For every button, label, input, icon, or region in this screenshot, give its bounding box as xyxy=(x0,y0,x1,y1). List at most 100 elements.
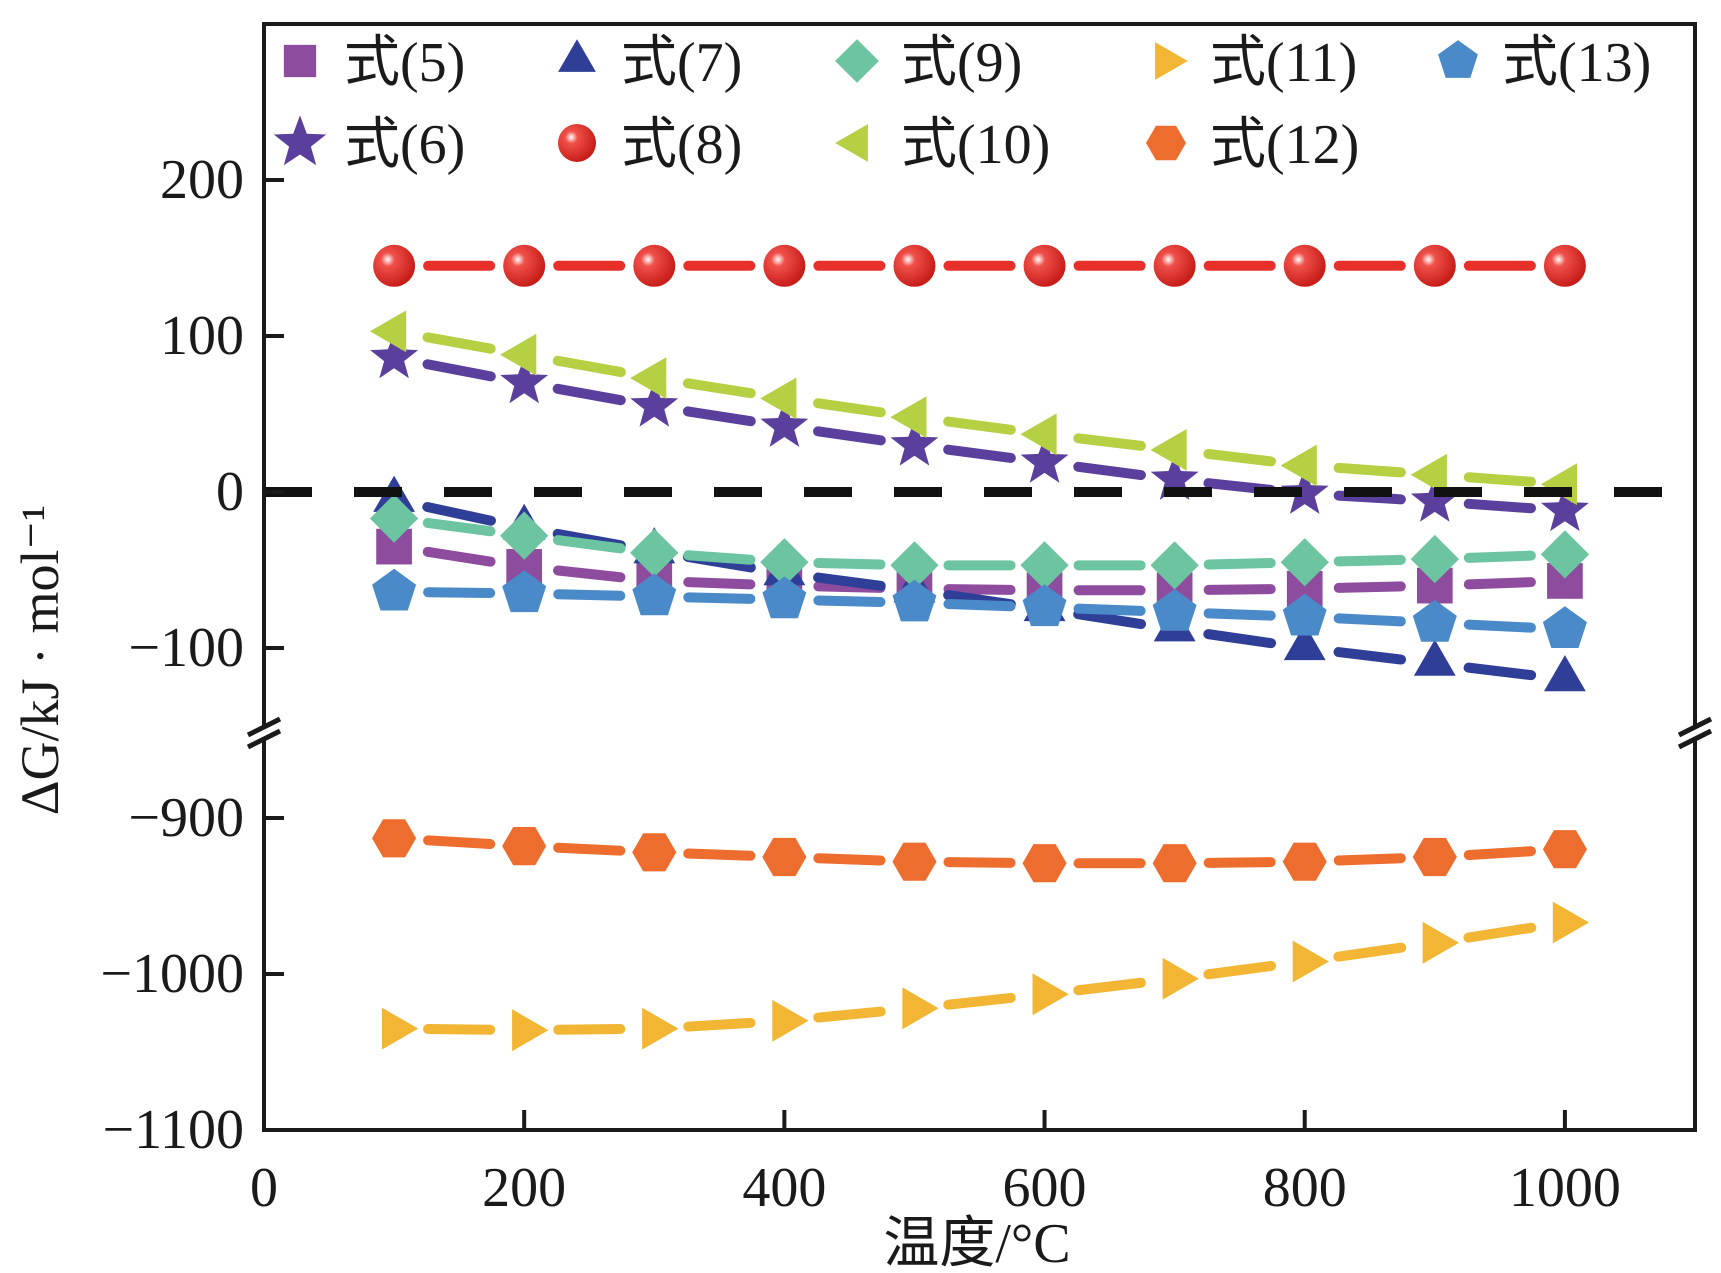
marker-star xyxy=(370,332,419,379)
marker-triangle-left xyxy=(1280,444,1317,487)
series-line-segment xyxy=(813,398,886,418)
marker-diamond xyxy=(1280,538,1329,587)
marker-triangle-right xyxy=(902,987,939,1030)
marker-pentagon xyxy=(502,570,547,613)
series-line-segment xyxy=(1203,584,1276,595)
marker-triangle-right xyxy=(382,1007,419,1050)
legend-label: 式(6) xyxy=(344,114,465,176)
marker-diamond xyxy=(1410,534,1459,584)
marker-star xyxy=(1540,485,1589,532)
series-line-segment xyxy=(1073,977,1146,996)
marker-triangle-left xyxy=(760,377,797,420)
series-line-segment xyxy=(943,584,1016,595)
y-tick-label: −1000 xyxy=(100,943,244,1005)
series-line-segment xyxy=(422,546,496,567)
series-line-segment xyxy=(813,1006,886,1023)
marker-triangle-right xyxy=(772,999,809,1042)
series-line-segment xyxy=(683,550,756,565)
marker-diamond xyxy=(369,494,419,543)
marker-triangle-up xyxy=(1413,639,1456,676)
marker-pentagon xyxy=(892,579,937,622)
marker-pentagon xyxy=(1152,589,1197,631)
marker-triangle-up xyxy=(558,39,596,72)
marker-triangle-up xyxy=(1544,655,1586,692)
legend-item-式(10): 式(10) xyxy=(835,114,1050,176)
series-line-segment xyxy=(1073,603,1146,616)
series-line-segment xyxy=(1463,846,1536,860)
series-line-segment xyxy=(1463,577,1536,590)
marker-pentagon xyxy=(1438,40,1478,78)
series-line-segment xyxy=(423,835,496,850)
legend-label: 式(12) xyxy=(1210,114,1359,176)
legend-label: 式(8) xyxy=(621,114,742,176)
marker-pentagon xyxy=(762,576,807,619)
marker-sphere xyxy=(1153,244,1196,287)
marker-hexagon xyxy=(1152,844,1197,883)
marker-hexagon xyxy=(632,833,677,872)
marker-square xyxy=(283,44,317,78)
marker-hexagon xyxy=(502,827,547,866)
series-式(9) xyxy=(369,494,1590,590)
marker-sphere xyxy=(1413,244,1456,287)
marker-triangle-right xyxy=(1292,940,1329,983)
marker-hexagon xyxy=(1282,842,1327,881)
y-tick-label: −1100 xyxy=(102,1099,244,1161)
series-line-segment xyxy=(1073,461,1146,481)
legend-item-式(7): 式(7) xyxy=(558,32,742,94)
series-line-segment xyxy=(1463,550,1536,563)
plot-frame xyxy=(262,22,1697,1132)
marker-star xyxy=(1410,476,1459,522)
marker-sphere xyxy=(1543,244,1586,287)
x-axis-label: 温度/°C xyxy=(883,1213,1070,1273)
marker-sphere xyxy=(1283,244,1326,287)
series-line-segment xyxy=(422,359,496,382)
series-line-segment xyxy=(1073,433,1146,451)
series-line-segment xyxy=(1333,581,1406,593)
series-line-segment xyxy=(422,517,496,537)
series-line-segment xyxy=(682,378,756,399)
axes: 0 200 400 600 800 10002001000−100−900−1000−11… xyxy=(100,22,1713,1219)
axis-break-mark xyxy=(1677,716,1713,738)
x-tick-label: 0 xyxy=(250,1157,278,1219)
marker-pentagon xyxy=(632,573,677,616)
marker-triangle-left xyxy=(1150,429,1187,471)
y-tick-label: 100 xyxy=(160,305,244,367)
series-layer xyxy=(369,244,1590,1052)
marker-sphere xyxy=(1023,244,1066,287)
legend-item-式(9): 式(9) xyxy=(835,32,1022,94)
y-tick-label: −900 xyxy=(128,787,244,849)
series-line-segment xyxy=(683,577,756,590)
series-line-segment xyxy=(943,416,1016,435)
series-line-segment xyxy=(553,842,626,856)
x-tick-label: 400 xyxy=(742,1157,826,1219)
series-line-segment xyxy=(813,426,886,446)
series-line-segment xyxy=(943,857,1016,868)
marker-star xyxy=(500,357,549,404)
series-line-segment xyxy=(1463,619,1536,633)
series-line-segment xyxy=(1203,960,1277,980)
series-式(12) xyxy=(372,819,1587,883)
marker-triangle-right xyxy=(1032,973,1069,1016)
axis-break-mark xyxy=(1677,728,1713,750)
y-tick-label: −100 xyxy=(128,617,244,679)
axis-break-mark xyxy=(246,728,282,750)
marker-triangle-right xyxy=(642,1007,679,1050)
series-line-segment xyxy=(552,355,626,378)
marker-triangle-left xyxy=(500,333,537,376)
marker-star xyxy=(1280,468,1329,514)
marker-star xyxy=(760,401,809,447)
marker-diamond xyxy=(835,39,879,83)
marker-hexagon xyxy=(1412,837,1457,877)
series-line-segment xyxy=(1203,608,1276,621)
series-line-segment xyxy=(1203,629,1277,649)
marker-hexagon xyxy=(372,819,417,858)
marker-sphere xyxy=(633,244,676,287)
legend-item-式(11): 式(11) xyxy=(1155,32,1357,94)
series-式(13) xyxy=(372,568,1587,648)
series-line-segment xyxy=(1203,857,1276,868)
y-tick-label: 0 xyxy=(216,461,244,523)
marker-triangle-up xyxy=(1283,623,1326,661)
marker-diamond xyxy=(1540,530,1590,579)
legend-item-式(8): 式(8) xyxy=(558,114,742,176)
marker-hexagon xyxy=(762,837,807,877)
